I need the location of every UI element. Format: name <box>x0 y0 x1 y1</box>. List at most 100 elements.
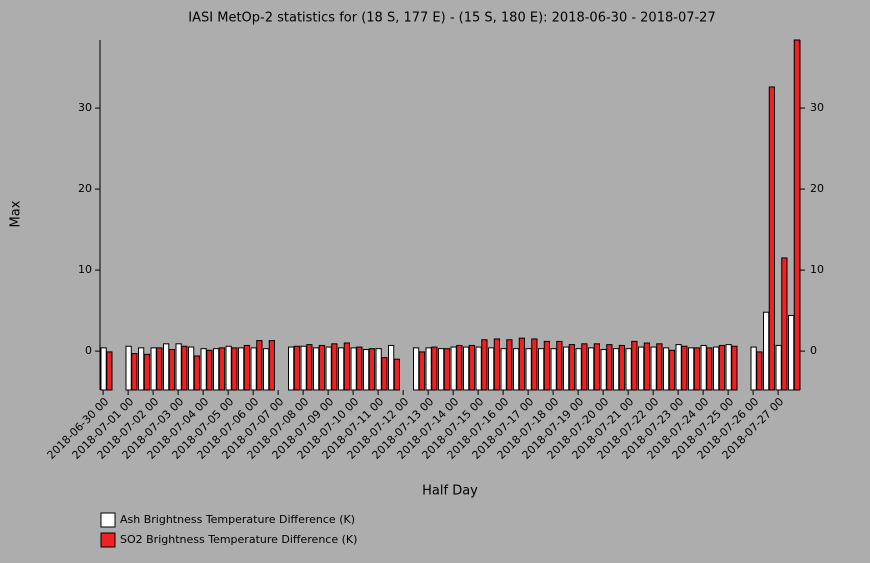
bar <box>456 344 463 391</box>
bar <box>106 351 113 391</box>
bar <box>268 340 275 391</box>
bar <box>175 343 182 391</box>
y2-tick-label: 10 <box>810 263 824 276</box>
bar <box>750 346 757 391</box>
legend-swatch <box>100 512 116 528</box>
bar <box>675 344 682 391</box>
bar <box>243 344 250 391</box>
bar <box>338 347 345 391</box>
bar <box>143 353 150 391</box>
bar <box>725 344 732 391</box>
bar <box>625 348 632 391</box>
bar <box>218 347 225 391</box>
bar <box>200 348 207 391</box>
bar <box>718 344 725 391</box>
bar <box>488 347 495 391</box>
bar <box>356 346 363 391</box>
bar <box>238 347 245 391</box>
chart-title: IASI MetOp-2 statistics for (18 S, 177 E… <box>188 11 715 26</box>
bar <box>638 346 645 391</box>
bar <box>681 345 688 391</box>
y-tick-label: 30 <box>78 101 92 114</box>
bar <box>775 344 782 391</box>
bar <box>643 342 650 391</box>
bar <box>300 345 307 391</box>
bar <box>256 340 263 391</box>
bar <box>318 344 325 391</box>
bar <box>150 347 157 391</box>
bar <box>306 344 313 391</box>
bar <box>650 346 657 391</box>
bar <box>125 345 132 391</box>
bar <box>100 347 107 391</box>
bar <box>731 345 738 391</box>
legend-label: SO2 Brightness Temperature Difference (K… <box>120 533 357 546</box>
bar <box>250 347 257 391</box>
bar <box>425 347 432 391</box>
legend-swatch <box>100 532 116 548</box>
y-tick-label: 10 <box>78 263 92 276</box>
bar <box>131 353 138 391</box>
bar <box>213 348 220 391</box>
bar <box>463 346 470 391</box>
bar <box>668 349 675 391</box>
bar <box>438 348 445 391</box>
bar <box>506 339 513 391</box>
bar <box>375 348 382 391</box>
bar <box>550 348 557 391</box>
bar <box>431 346 438 391</box>
bar <box>206 349 213 391</box>
bar <box>293 345 300 391</box>
bar <box>688 347 695 391</box>
bar <box>418 351 425 391</box>
y2-tick-label: 0 <box>810 344 817 357</box>
bar <box>593 343 600 391</box>
bar <box>331 343 338 391</box>
bar <box>531 338 538 391</box>
bar <box>450 346 457 391</box>
bar <box>363 348 370 391</box>
bar <box>188 346 195 391</box>
bar <box>181 345 188 391</box>
bar <box>343 342 350 391</box>
bar <box>663 347 670 391</box>
bar <box>381 357 388 391</box>
bar <box>543 340 550 391</box>
bar <box>788 314 795 391</box>
bar <box>518 337 525 391</box>
bar <box>706 347 713 391</box>
bar <box>575 348 582 391</box>
bar <box>568 344 575 391</box>
bar <box>443 348 450 391</box>
bar <box>618 344 625 391</box>
bar <box>588 347 595 391</box>
bar <box>138 347 145 391</box>
bar <box>781 257 788 391</box>
bar <box>225 345 232 391</box>
bar <box>793 39 800 391</box>
y2-tick-label: 30 <box>810 101 824 114</box>
bar <box>713 346 720 391</box>
bar <box>350 347 357 391</box>
y2-tick-label: 20 <box>810 182 824 195</box>
bar <box>500 348 507 391</box>
bar <box>525 348 532 391</box>
y-axis-label: Max <box>9 200 24 227</box>
bar <box>613 348 620 391</box>
bar <box>581 343 588 391</box>
bar <box>538 348 545 391</box>
bar <box>468 344 475 391</box>
bar <box>231 347 238 391</box>
bar <box>263 348 270 391</box>
y-tick-label: 20 <box>78 182 92 195</box>
bar <box>700 344 707 391</box>
y-tick-label: 0 <box>85 344 92 357</box>
bar <box>156 347 163 391</box>
bar <box>493 338 500 391</box>
bar <box>393 358 400 391</box>
bar <box>606 344 613 391</box>
bar <box>313 347 320 391</box>
bar <box>288 346 295 391</box>
bar <box>656 343 663 391</box>
